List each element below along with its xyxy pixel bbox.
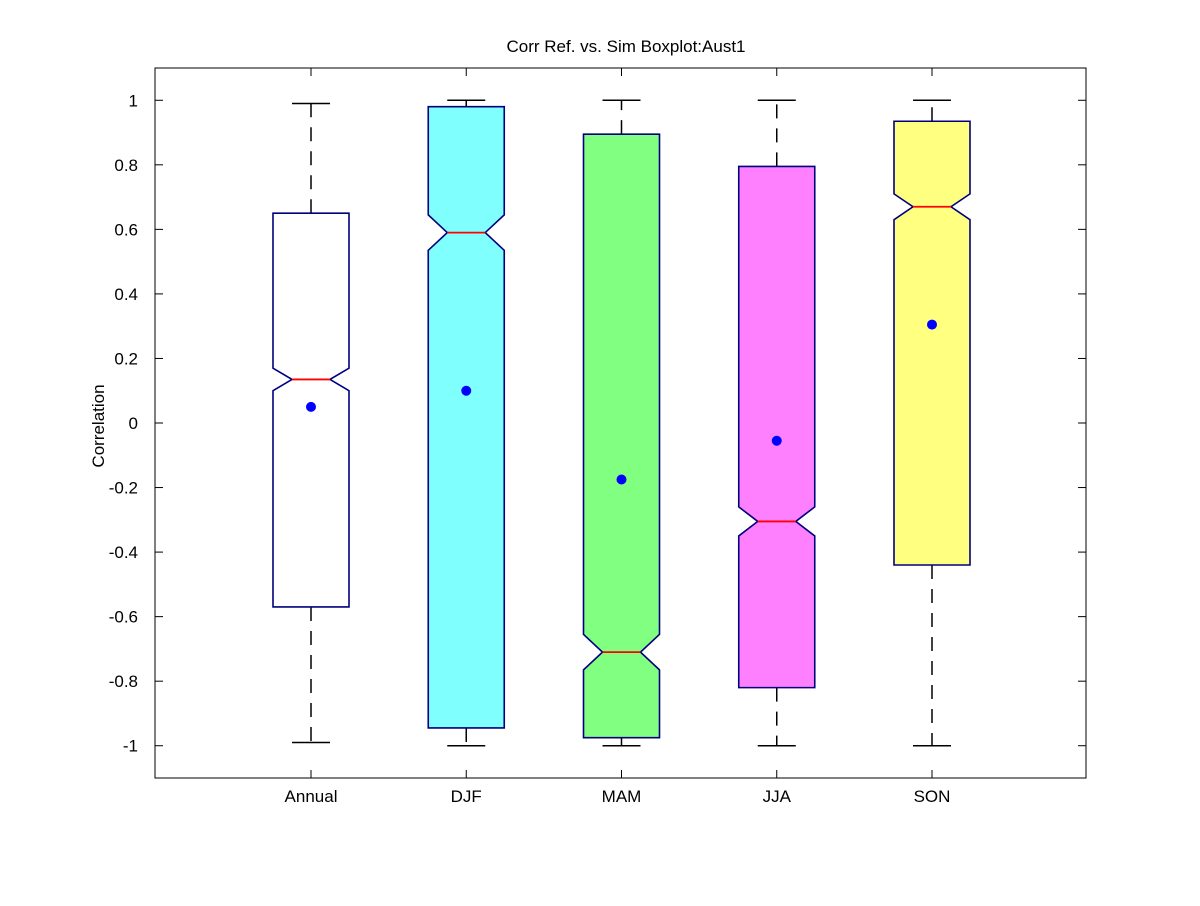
axes-frame xyxy=(154,67,1087,779)
mean-marker xyxy=(927,319,937,330)
box-3 xyxy=(737,99,816,747)
y-tick-label: -1 xyxy=(123,737,138,756)
y-tick-label: -0.6 xyxy=(109,608,138,627)
box-body xyxy=(427,105,506,729)
y-tick-label: 0.4 xyxy=(114,285,138,304)
box-4 xyxy=(893,99,971,747)
y-tick-label: -0.8 xyxy=(109,672,138,691)
x-tick-label: Annual xyxy=(285,787,338,806)
y-tick-label: -0.2 xyxy=(109,479,138,498)
y-tick-label: 0.2 xyxy=(114,349,138,368)
x-tick-label: JJA xyxy=(763,787,792,806)
boxes-layer xyxy=(272,99,971,747)
chart-title: Corr Ref. vs. Sim Boxplot:Aust1 xyxy=(506,37,745,56)
y-axis-label: Correlation xyxy=(89,384,108,467)
y-tick-label: 0.8 xyxy=(114,156,138,175)
box-1 xyxy=(427,99,506,747)
mean-marker xyxy=(306,401,316,412)
box-2 xyxy=(582,99,661,747)
mean-marker xyxy=(461,385,472,396)
x-tick-label: DJF xyxy=(451,787,482,806)
x-tick-label: MAM xyxy=(602,787,642,806)
y-tick-label: 0.6 xyxy=(114,220,138,239)
y-tick-label: 1 xyxy=(129,91,138,110)
box-body xyxy=(737,165,816,689)
box-0 xyxy=(272,102,350,744)
box-body xyxy=(893,120,971,566)
y-tick-label: 0 xyxy=(129,414,138,433)
x-tick-label: SON xyxy=(914,787,951,806)
mean-marker xyxy=(616,474,627,485)
mean-marker xyxy=(771,435,782,446)
y-tick-label: -0.4 xyxy=(109,543,138,562)
ticks-layer: Annual DJF MAM JJA SON -1 -0.8 -0.6 -0.4 -0.2 0 0.2… xyxy=(109,68,1086,806)
box-body xyxy=(582,133,661,739)
